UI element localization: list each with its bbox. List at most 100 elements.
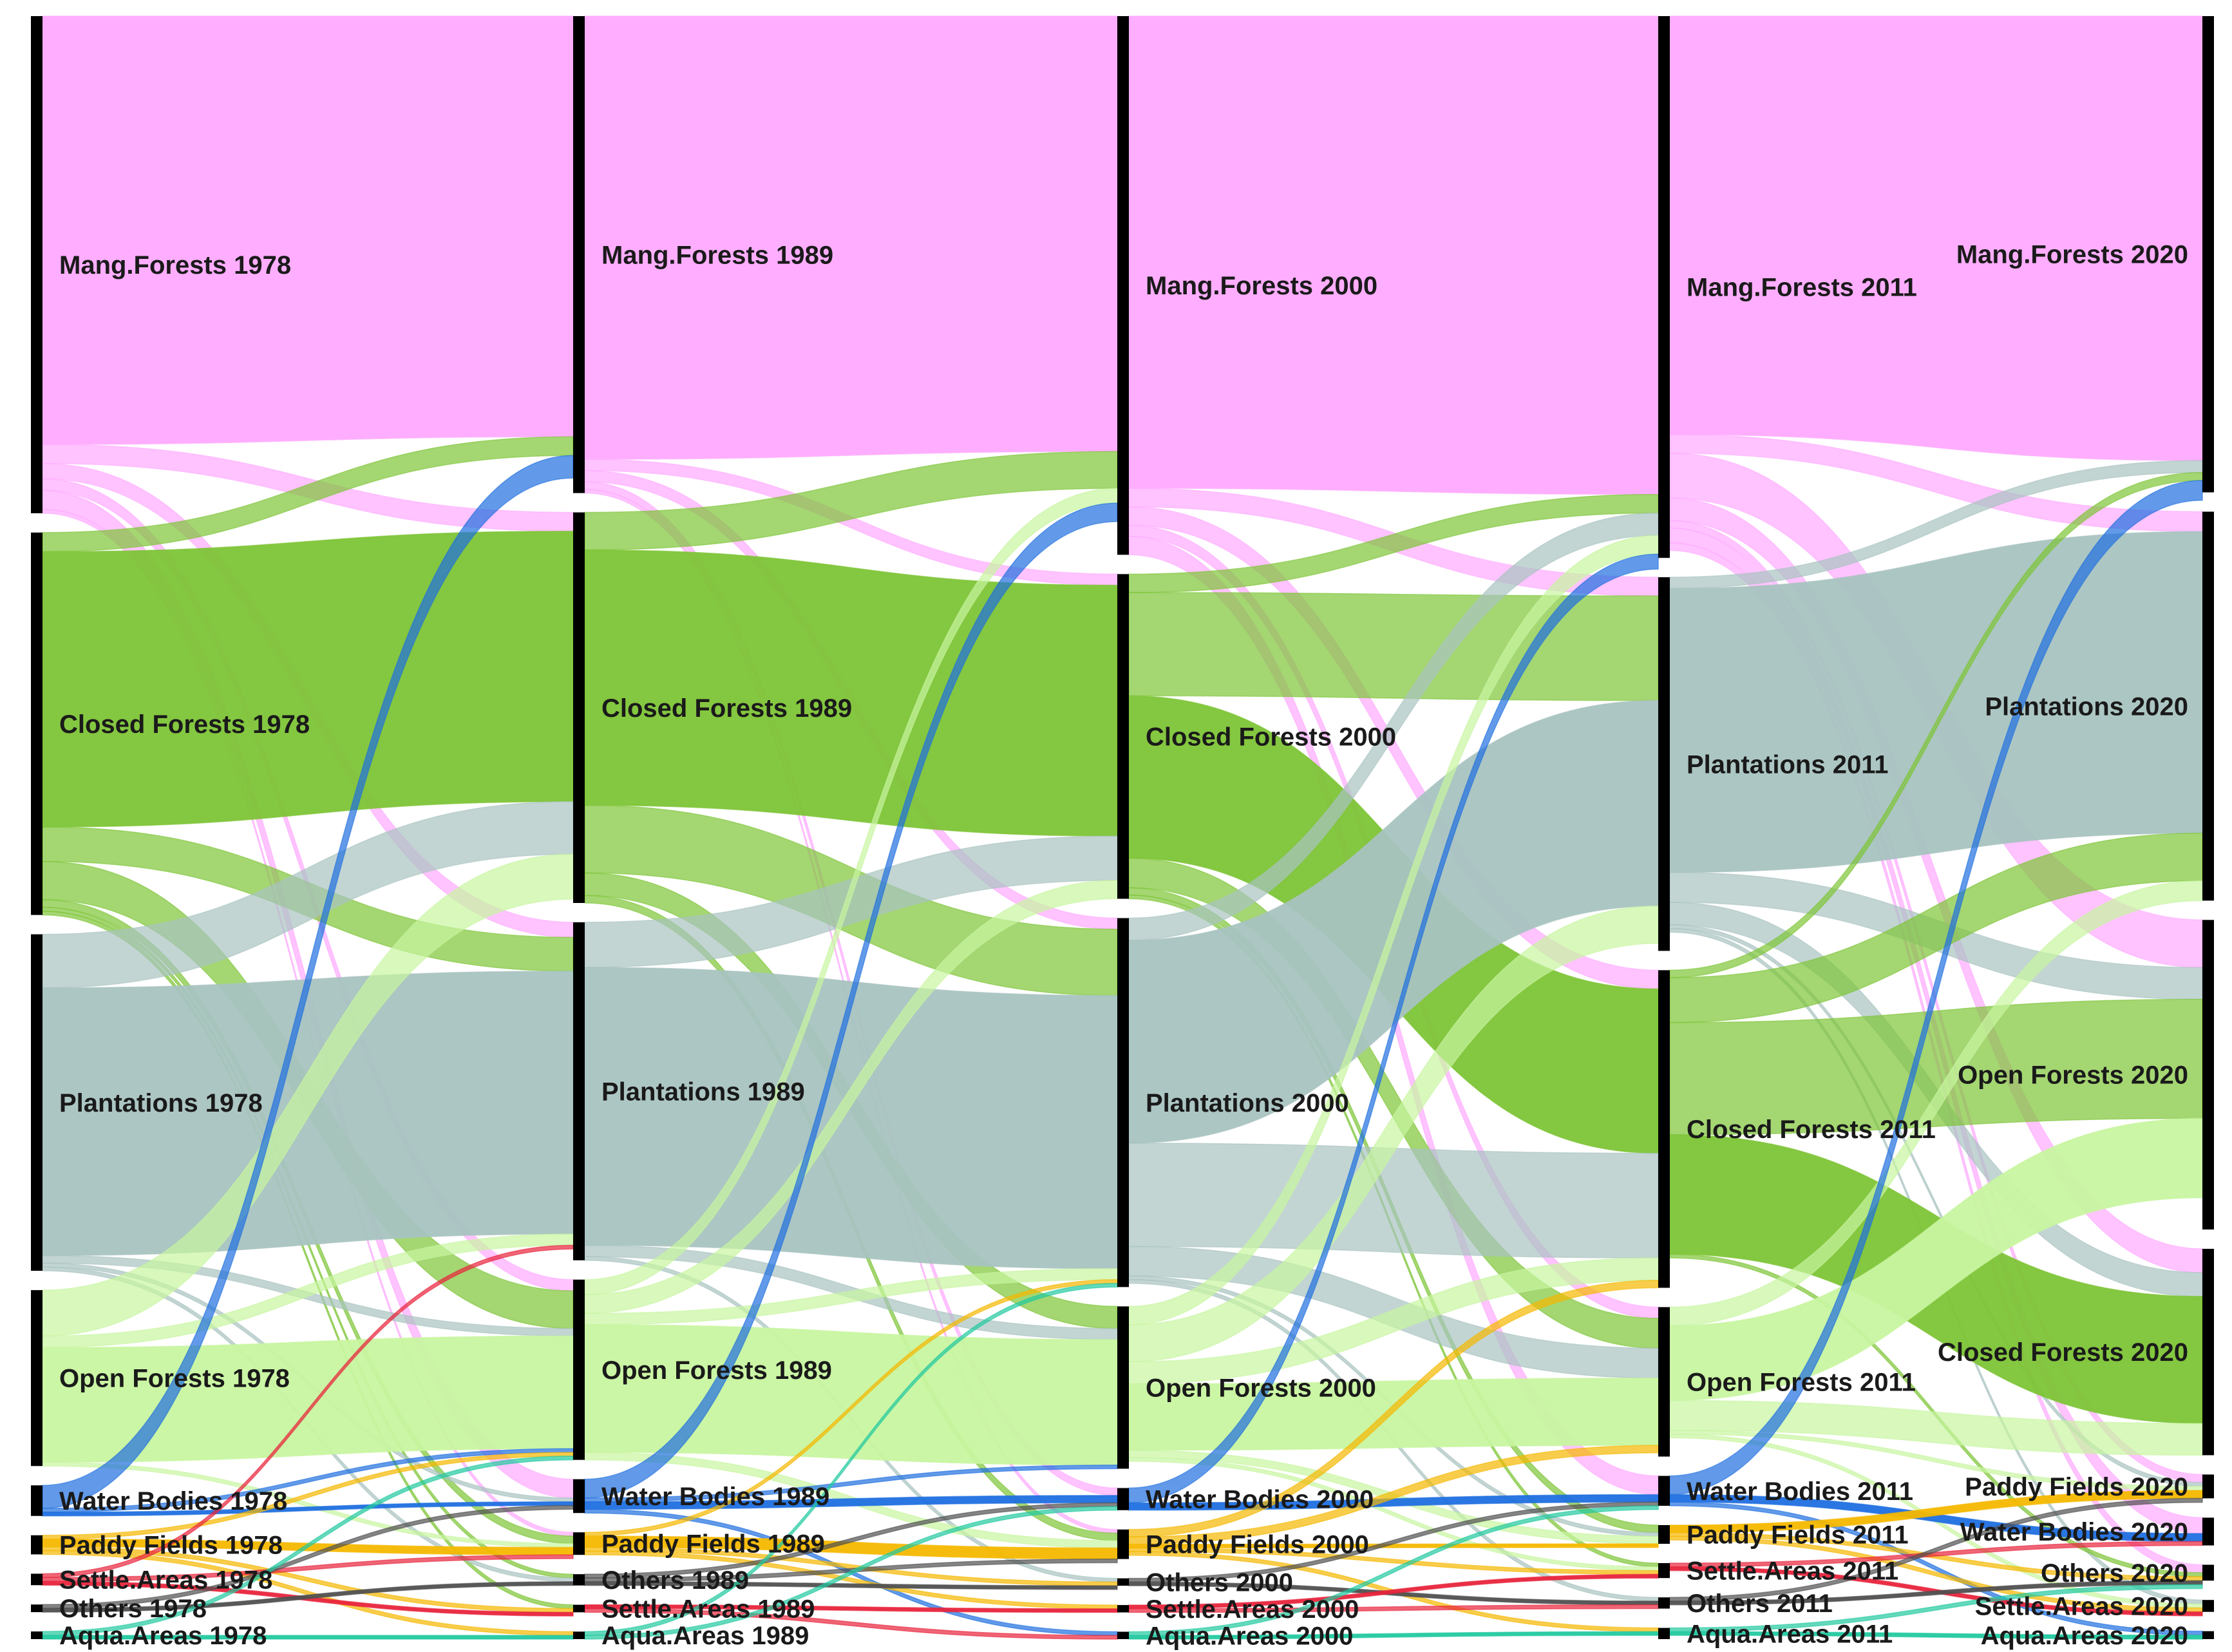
- node-label-closed-1989: Closed Forests 1989: [601, 694, 852, 723]
- flow-link-water-to-mang-3: [1669, 480, 2203, 1495]
- flow-link-mang-to-mang-0: [42, 15, 574, 445]
- node-bar-mang-1989: [573, 16, 585, 493]
- node-label-paddy-1989: Paddy Fields 1989: [601, 1530, 825, 1559]
- node-label-settle-1989: Settle.Areas 1989: [601, 1595, 815, 1624]
- flow-link-aqua-to-water-2: [1128, 1505, 1659, 1637]
- node-bar-mang-2000: [1117, 16, 1129, 555]
- node-label-paddy-2000: Paddy Fields 2000: [1146, 1531, 1369, 1559]
- node-label-open-2000: Open Forests 2000: [1146, 1374, 1376, 1402]
- node-label-settle-2020: Settle.Areas 2020: [1975, 1592, 2188, 1620]
- node-bar-settle-1989: [573, 1604, 585, 1613]
- flow-link-others-to-others-1: [584, 1581, 1118, 1590]
- node-bar-water-1978: [31, 1485, 43, 1516]
- node-bar-paddy-2011: [1658, 1524, 1670, 1544]
- node-label-aqua-2020: Aqua.Areas 2020: [1981, 1622, 2188, 1650]
- node-bar-others-2020: [2202, 1564, 2214, 1581]
- node-bar-aqua-2000: [1117, 1631, 1129, 1639]
- flow-link-aqua-to-water-1: [584, 1506, 1118, 1640]
- node-label-plant-2020: Plantations 2020: [1985, 692, 2188, 721]
- node-bar-closed-2020: [2202, 1249, 2214, 1456]
- node-label-paddy-2020: Paddy Fields 2020: [1965, 1473, 2188, 1501]
- flow-link-open-to-open-0: [42, 1335, 574, 1463]
- node-bar-water-2000: [1117, 1488, 1129, 1510]
- flow-link-plant-to-plant-1: [584, 967, 1118, 1269]
- flow-link-mang-to-mang-2: [1128, 15, 1659, 495]
- node-bar-others-1989: [573, 1574, 585, 1586]
- node-bar-water-2011: [1658, 1476, 1670, 1506]
- node-label-others-1989: Others 1989: [601, 1566, 749, 1595]
- node-label-water-1989: Water Bodies 1989: [601, 1483, 829, 1511]
- node-label-plant-2011: Plantations 2011: [1687, 750, 1888, 779]
- node-bar-paddy-2020: [2202, 1474, 2214, 1499]
- node-label-aqua-1989: Aqua.Areas 1989: [601, 1622, 809, 1650]
- node-bar-plant-1978: [31, 934, 43, 1271]
- node-label-paddy-1978: Paddy Fields 1978: [59, 1532, 283, 1560]
- node-label-mang-1989: Mang.Forests 1989: [601, 241, 833, 269]
- node-label-mang-2011: Mang.Forests 2011: [1687, 274, 1917, 302]
- node-bar-settle-2020: [2202, 1600, 2214, 1612]
- node-bar-aqua-1978: [31, 1631, 43, 1639]
- flow-link-aqua-to-others-3: [1669, 1584, 2203, 1633]
- node-bar-aqua-2011: [1658, 1628, 1670, 1639]
- flow-link-mang-to-mang-1: [584, 15, 1118, 460]
- node-label-mang-2020: Mang.Forests 2020: [1956, 241, 2188, 269]
- flow-link-settle-to-paddy-0: [42, 1554, 574, 1582]
- node-bar-open-2011: [1658, 1307, 1670, 1457]
- flow-link-closed-to-plant-2: [1128, 592, 1659, 701]
- node-bar-mang-2011: [1658, 16, 1670, 558]
- flow-link-others-to-paddy-1: [584, 1558, 1118, 1582]
- node-label-aqua-2011: Aqua.Areas 2011: [1687, 1620, 1893, 1648]
- node-bar-plant-1989: [573, 922, 585, 1260]
- node-bar-open-1978: [31, 1290, 43, 1467]
- node-label-others-2011: Others 2011: [1687, 1590, 1833, 1618]
- node-label-aqua-2000: Aqua.Areas 2000: [1146, 1622, 1353, 1650]
- node-label-plant-1978: Plantations 1978: [59, 1089, 263, 1117]
- node-labels: Mang.Forests 1978 Closed Forests 1978 Plan…: [59, 241, 2188, 1651]
- node-label-paddy-2011: Paddy Fields 2011: [1687, 1521, 1909, 1549]
- flow-link-closed-to-closed-1: [584, 549, 1118, 837]
- flow-link-open-to-open-1: [584, 1324, 1118, 1466]
- node-label-water-2020: Water Bodies 2020: [1960, 1518, 2188, 1546]
- node-label-open-2020: Open Forests 2020: [1958, 1061, 2188, 1090]
- flow-link-closed-to-closed-0: [42, 530, 574, 828]
- flow-link-others-to-paddy-3: [1669, 1497, 2203, 1602]
- node-label-open-2011: Open Forests 2011: [1687, 1369, 1916, 1397]
- node-bar-open-1989: [573, 1279, 585, 1460]
- flow-link-mang-to-mang-3: [1669, 15, 2203, 461]
- node-bar-others-2011: [1658, 1597, 1670, 1609]
- node-bar-others-2000: [1117, 1578, 1129, 1586]
- node-bar-paddy-1989: [573, 1532, 585, 1555]
- node-label-others-2020: Others 2020: [2041, 1559, 2188, 1588]
- node-label-closed-2011: Closed Forests 2011: [1687, 1116, 1936, 1144]
- node-label-plant-2000: Plantations 2000: [1146, 1089, 1349, 1117]
- node-bar-others-1978: [31, 1604, 43, 1613]
- flow-links: [42, 15, 2203, 1640]
- node-label-closed-1978: Closed Forests 1978: [59, 710, 310, 739]
- node-bar-settle-2011: [1658, 1562, 1670, 1579]
- flow-link-water-to-open-1: [584, 1464, 1118, 1503]
- node-bar-closed-1978: [31, 532, 43, 915]
- node-label-others-1978: Others 1978: [59, 1595, 207, 1623]
- node-label-settle-2011: Settle.Areas 2011: [1687, 1557, 1898, 1586]
- node-bar-water-2020: [2202, 1517, 2214, 1546]
- node-bar-open-2020: [2202, 920, 2214, 1230]
- flow-link-others-to-others-0: [42, 1581, 574, 1613]
- node-bar-water-1989: [573, 1479, 585, 1514]
- node-bar-open-2000: [1117, 1306, 1129, 1469]
- node-bar-settle-2000: [1117, 1605, 1129, 1613]
- node-bar-aqua-1989: [573, 1631, 585, 1639]
- node-label-settle-1978: Settle.Areas 1978: [59, 1566, 272, 1594]
- flow-link-water-to-mang-2: [1128, 553, 1659, 1504]
- node-label-aqua-1978: Aqua.Areas 1978: [59, 1622, 267, 1650]
- node-bar-mang-1978: [31, 16, 43, 513]
- node-label-water-2011: Water Bodies 2011: [1687, 1477, 1913, 1506]
- node-bar-closed-1989: [573, 512, 585, 904]
- node-bars: [31, 16, 2214, 1639]
- node-label-open-1989: Open Forests 1989: [601, 1356, 832, 1385]
- flow-link-aqua-to-plant-1: [584, 1282, 1118, 1636]
- node-bar-closed-2000: [1117, 574, 1129, 899]
- node-bar-mang-2020: [2202, 16, 2214, 493]
- node-bar-settle-1978: [31, 1573, 43, 1586]
- node-label-open-1978: Open Forests 1978: [59, 1365, 290, 1393]
